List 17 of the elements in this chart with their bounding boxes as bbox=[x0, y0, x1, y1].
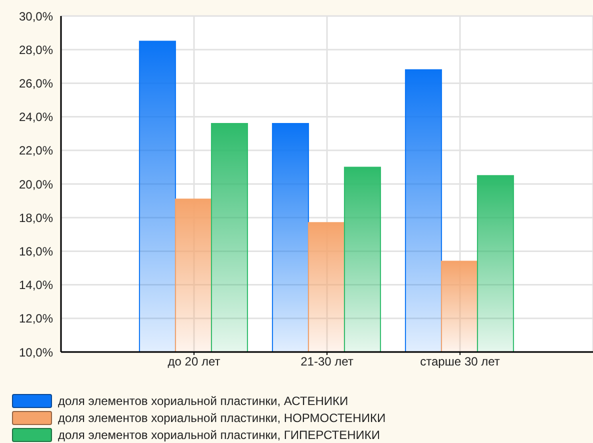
y-tick-label: 16,0% bbox=[18, 244, 54, 258]
legend-label: доля элементов хориальной пластинки, ГИПЕРСТЕНИКИ bbox=[58, 428, 380, 442]
y-tick-label: 22,0% bbox=[18, 144, 54, 158]
y-tick-label: 30,0% bbox=[18, 9, 54, 24]
y-tick-label: 26,0% bbox=[18, 76, 54, 90]
y-tick-label: 28,0% bbox=[18, 42, 54, 57]
y-tick-label: 14,0% bbox=[18, 278, 54, 292]
legend-label: доля элементов хориальной пластинки, НОРМОСТЕНИКИ bbox=[58, 410, 386, 424]
y-tick-label: 24,0% bbox=[18, 110, 54, 124]
legend-label: доля элементов хориальной пластинки, АСТЕНИКИ bbox=[58, 394, 348, 408]
y-tick-label: 12,0% bbox=[18, 312, 54, 326]
x-tick-label: старше 30 лет bbox=[420, 354, 500, 369]
y-tick-label: 20,0% bbox=[18, 177, 54, 192]
x-tick-label: 21-30 лет bbox=[300, 354, 354, 369]
y-tick-label: 18,0% bbox=[18, 210, 54, 225]
y-tick-label: 10,0% bbox=[18, 345, 54, 360]
x-tick-label: до 20 лет bbox=[168, 354, 221, 369]
